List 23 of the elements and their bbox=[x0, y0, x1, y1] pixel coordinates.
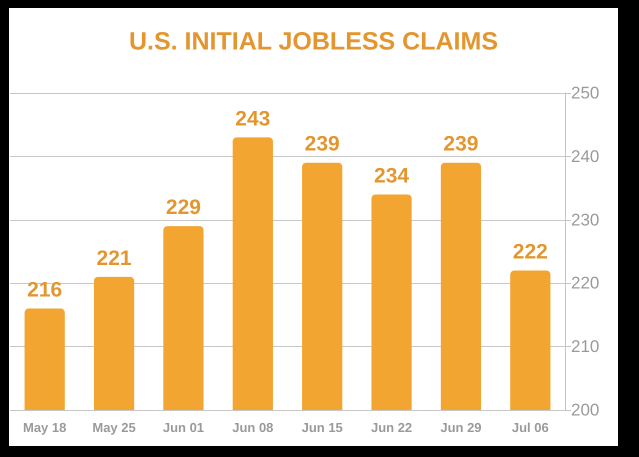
data-label: 239 bbox=[304, 132, 340, 156]
y-tick-label: 240 bbox=[571, 146, 600, 166]
x-tick-label: Jun 01 bbox=[162, 420, 204, 435]
x-tick-label: Jun 29 bbox=[440, 420, 482, 435]
x-tick-label: Jun 22 bbox=[370, 420, 412, 435]
x-tick-label: May 18 bbox=[23, 420, 66, 435]
y-tick-label: 220 bbox=[571, 274, 600, 293]
data-label: 229 bbox=[166, 196, 201, 220]
chart-title: U.S. INITIAL JOBLESS CLAIMS bbox=[128, 28, 498, 56]
y-tick-label: 230 bbox=[571, 210, 600, 230]
y-tick-label: 210 bbox=[571, 337, 600, 356]
data-label: 239 bbox=[443, 132, 478, 156]
x-tick-label: Jul 06 bbox=[512, 420, 549, 435]
data-label: 243 bbox=[235, 107, 270, 130]
x-tick-label: Jun 15 bbox=[302, 420, 343, 435]
data-label: 222 bbox=[512, 240, 548, 264]
x-tick-label: May 25 bbox=[92, 420, 136, 435]
y-tick-label: 250 bbox=[571, 84, 600, 102]
y-tick-label: 200 bbox=[571, 400, 600, 420]
data-label: 216 bbox=[27, 278, 62, 302]
x-tick-label: Jun 08 bbox=[232, 420, 274, 435]
data-label: 234 bbox=[374, 164, 410, 188]
data-label: 221 bbox=[96, 246, 132, 270]
